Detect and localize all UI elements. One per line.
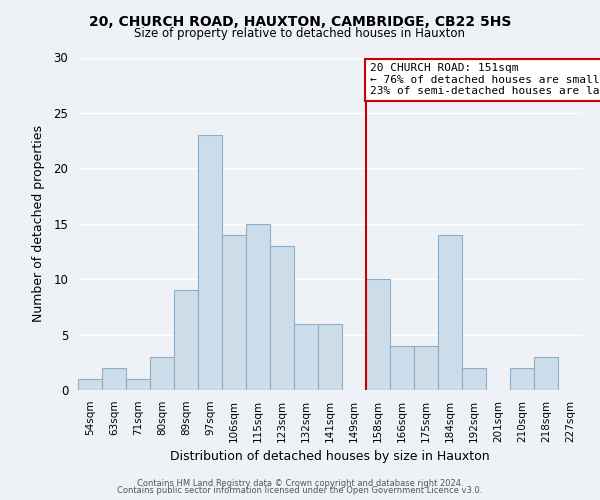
Bar — [246, 224, 270, 390]
Bar — [390, 346, 414, 390]
Text: Contains HM Land Registry data © Crown copyright and database right 2024.: Contains HM Land Registry data © Crown c… — [137, 478, 463, 488]
Bar — [462, 368, 486, 390]
Text: Contains public sector information licensed under the Open Government Licence v3: Contains public sector information licen… — [118, 486, 482, 495]
Bar — [366, 279, 390, 390]
Bar — [294, 324, 318, 390]
Bar — [318, 324, 342, 390]
Bar — [222, 235, 246, 390]
Bar — [174, 290, 198, 390]
Bar — [534, 357, 558, 390]
Text: 20 CHURCH ROAD: 151sqm
← 76% of detached houses are smaller (100)
23% of semi-de: 20 CHURCH ROAD: 151sqm ← 76% of detached… — [370, 63, 600, 96]
Bar — [438, 235, 462, 390]
Bar — [270, 246, 294, 390]
Bar — [150, 357, 174, 390]
Bar — [102, 368, 126, 390]
X-axis label: Distribution of detached houses by size in Hauxton: Distribution of detached houses by size … — [170, 450, 490, 463]
Bar — [78, 379, 102, 390]
Bar — [414, 346, 438, 390]
Bar — [126, 379, 150, 390]
Bar — [510, 368, 534, 390]
Bar — [198, 135, 222, 390]
Text: Size of property relative to detached houses in Hauxton: Size of property relative to detached ho… — [134, 28, 466, 40]
Y-axis label: Number of detached properties: Number of detached properties — [32, 125, 45, 322]
Text: 20, CHURCH ROAD, HAUXTON, CAMBRIDGE, CB22 5HS: 20, CHURCH ROAD, HAUXTON, CAMBRIDGE, CB2… — [89, 15, 511, 29]
